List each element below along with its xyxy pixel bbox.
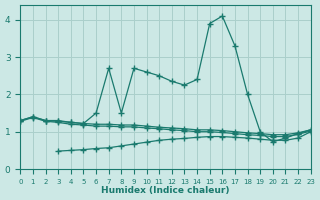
X-axis label: Humidex (Indice chaleur): Humidex (Indice chaleur) — [101, 186, 230, 195]
